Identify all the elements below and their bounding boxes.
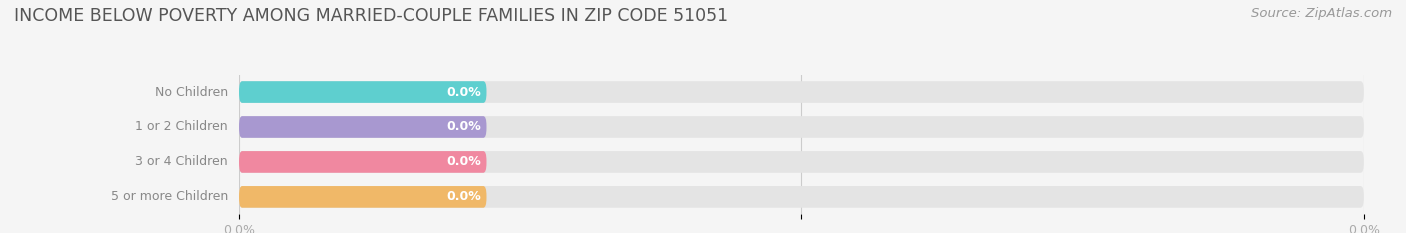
FancyBboxPatch shape <box>239 186 1364 208</box>
FancyBboxPatch shape <box>239 151 1364 173</box>
Text: Source: ZipAtlas.com: Source: ZipAtlas.com <box>1251 7 1392 20</box>
Text: 1 or 2 Children: 1 or 2 Children <box>135 120 228 134</box>
FancyBboxPatch shape <box>239 81 1364 103</box>
Text: 0.0%: 0.0% <box>446 190 481 203</box>
Text: INCOME BELOW POVERTY AMONG MARRIED-COUPLE FAMILIES IN ZIP CODE 51051: INCOME BELOW POVERTY AMONG MARRIED-COUPL… <box>14 7 728 25</box>
Text: 0.0%: 0.0% <box>446 120 481 134</box>
FancyBboxPatch shape <box>239 116 486 138</box>
FancyBboxPatch shape <box>239 186 486 208</box>
FancyBboxPatch shape <box>239 116 1364 138</box>
Text: 3 or 4 Children: 3 or 4 Children <box>135 155 228 168</box>
FancyBboxPatch shape <box>239 151 486 173</box>
Text: No Children: No Children <box>155 86 228 99</box>
Text: 5 or more Children: 5 or more Children <box>111 190 228 203</box>
Text: 0.0%: 0.0% <box>446 155 481 168</box>
Text: 0.0%: 0.0% <box>446 86 481 99</box>
FancyBboxPatch shape <box>239 81 486 103</box>
